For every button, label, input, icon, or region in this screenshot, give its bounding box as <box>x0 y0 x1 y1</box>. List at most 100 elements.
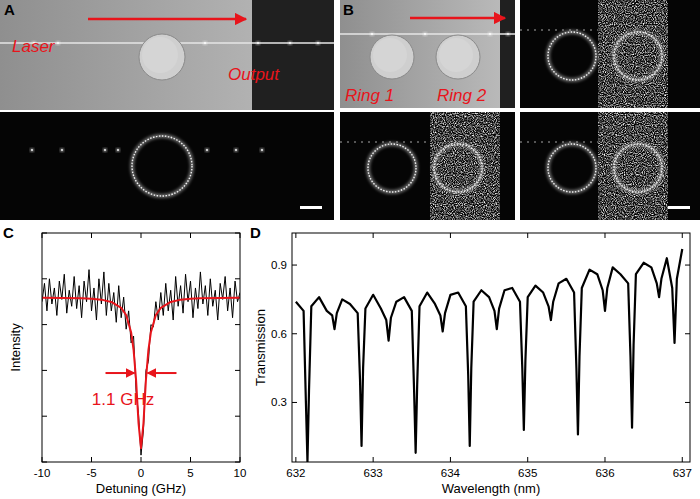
x-tick <box>190 457 191 462</box>
scatter-spot <box>316 41 319 44</box>
panel-a-emission <box>0 112 334 220</box>
microdisk <box>139 34 185 80</box>
panel-b-optical <box>340 0 515 108</box>
x-tick-label: -10 <box>34 467 51 479</box>
scatter-spot <box>235 149 237 151</box>
plot-frame <box>42 233 240 462</box>
image-caption: Ring 1 <box>345 86 394 105</box>
scatter-spot <box>204 42 206 44</box>
y-tick <box>42 324 47 325</box>
y-tick-label: 0.3 <box>271 396 287 408</box>
y-tick <box>42 233 47 234</box>
page: LaserOutputRing 1Ring 2ABCD-10-50510Detu… <box>0 0 700 499</box>
chart: 6326336346356366370.30.60.9Wavelength (n… <box>253 233 692 496</box>
scatter-spot <box>203 41 206 44</box>
x-tick-label: 636 <box>595 467 614 479</box>
panel-b-emission <box>520 112 700 220</box>
figure: LaserOutputRing 1Ring 2ABCD-10-50510Detu… <box>0 0 700 499</box>
y-tick <box>292 402 297 403</box>
figure-root: LaserOutputRing 1Ring 2ABCD-10-50510Detu… <box>0 0 700 499</box>
waveguide-scatter <box>520 30 598 31</box>
scale-bar <box>300 206 322 209</box>
scatter-spot <box>206 149 208 151</box>
x-tick <box>190 233 191 238</box>
chart: -10-50510Detuning (GHz)Intensity1.1 GHz <box>8 233 246 496</box>
separator <box>0 110 334 112</box>
x-tick <box>91 233 92 238</box>
y-tick <box>235 324 240 325</box>
y-tick <box>235 416 240 417</box>
ring <box>614 32 662 80</box>
background <box>520 0 700 108</box>
panel-a-optical <box>0 0 334 110</box>
data-line <box>42 270 240 455</box>
x-axis-label: Detuning (GHz) <box>96 481 186 496</box>
x-tick <box>527 457 528 462</box>
ring-glow <box>548 144 596 192</box>
microdisk <box>436 35 480 79</box>
y-tick <box>235 278 240 279</box>
y-tick-label: 0.6 <box>271 328 287 340</box>
ring-glow <box>614 144 662 192</box>
panel-label: D <box>250 224 261 241</box>
ring <box>434 144 482 192</box>
y-tick <box>42 416 47 417</box>
data-line <box>296 249 682 462</box>
scatter-spot <box>424 33 426 35</box>
ring-glow <box>548 32 596 80</box>
x-tick-label: 632 <box>286 467 305 479</box>
scatter-spot <box>117 149 119 151</box>
y-tick <box>42 462 47 463</box>
plot-frame <box>292 233 690 462</box>
image-caption: Laser <box>12 37 56 56</box>
waveguide <box>340 33 515 34</box>
microdisk-highlight <box>142 37 178 73</box>
annotation-arrow <box>106 372 135 374</box>
scatter-spot <box>205 148 208 151</box>
x-tick <box>682 457 683 462</box>
ring <box>614 144 662 192</box>
separator <box>334 0 340 220</box>
scatter-spot <box>57 42 59 44</box>
x-tick <box>682 233 683 238</box>
ring-glow <box>368 144 416 192</box>
scatter-spot <box>260 148 263 151</box>
background <box>0 0 334 110</box>
y-tick <box>685 402 690 403</box>
annotation: 1.1 GHz <box>92 390 154 409</box>
scatter-spot <box>506 32 509 35</box>
ring <box>368 144 416 192</box>
y-axis-label: Intensity <box>8 323 23 372</box>
x-tick <box>450 233 451 238</box>
y-tick <box>685 333 690 334</box>
x-tick-label: 0 <box>138 467 144 479</box>
x-tick-label: 634 <box>441 467 461 479</box>
x-tick-label: 633 <box>364 467 383 479</box>
x-tick-label: -5 <box>86 467 96 479</box>
x-tick <box>295 457 296 462</box>
scatter-spot <box>61 149 63 151</box>
scatter-spot <box>289 42 291 44</box>
waveguide-scatter <box>340 142 430 143</box>
panel-label: A <box>4 1 15 18</box>
x-tick <box>141 233 142 238</box>
x-tick <box>450 457 451 462</box>
scatter-spot <box>256 41 259 44</box>
panel-b-emission <box>520 0 700 108</box>
speckle <box>598 0 668 108</box>
y-tick <box>235 370 240 371</box>
panel-b-emission <box>340 112 520 220</box>
scatter-spot <box>257 42 259 44</box>
ring-glow <box>132 136 192 196</box>
x-tick <box>42 233 43 238</box>
x-tick <box>604 457 605 462</box>
scatter-spot <box>261 149 263 151</box>
ring <box>548 144 596 192</box>
x-tick <box>373 233 374 238</box>
microdisk <box>370 35 414 79</box>
scatter-spot <box>371 33 373 35</box>
scatter-spot <box>103 148 106 151</box>
data-line <box>42 298 240 448</box>
scatter-spot <box>234 148 237 151</box>
ring <box>132 136 192 196</box>
